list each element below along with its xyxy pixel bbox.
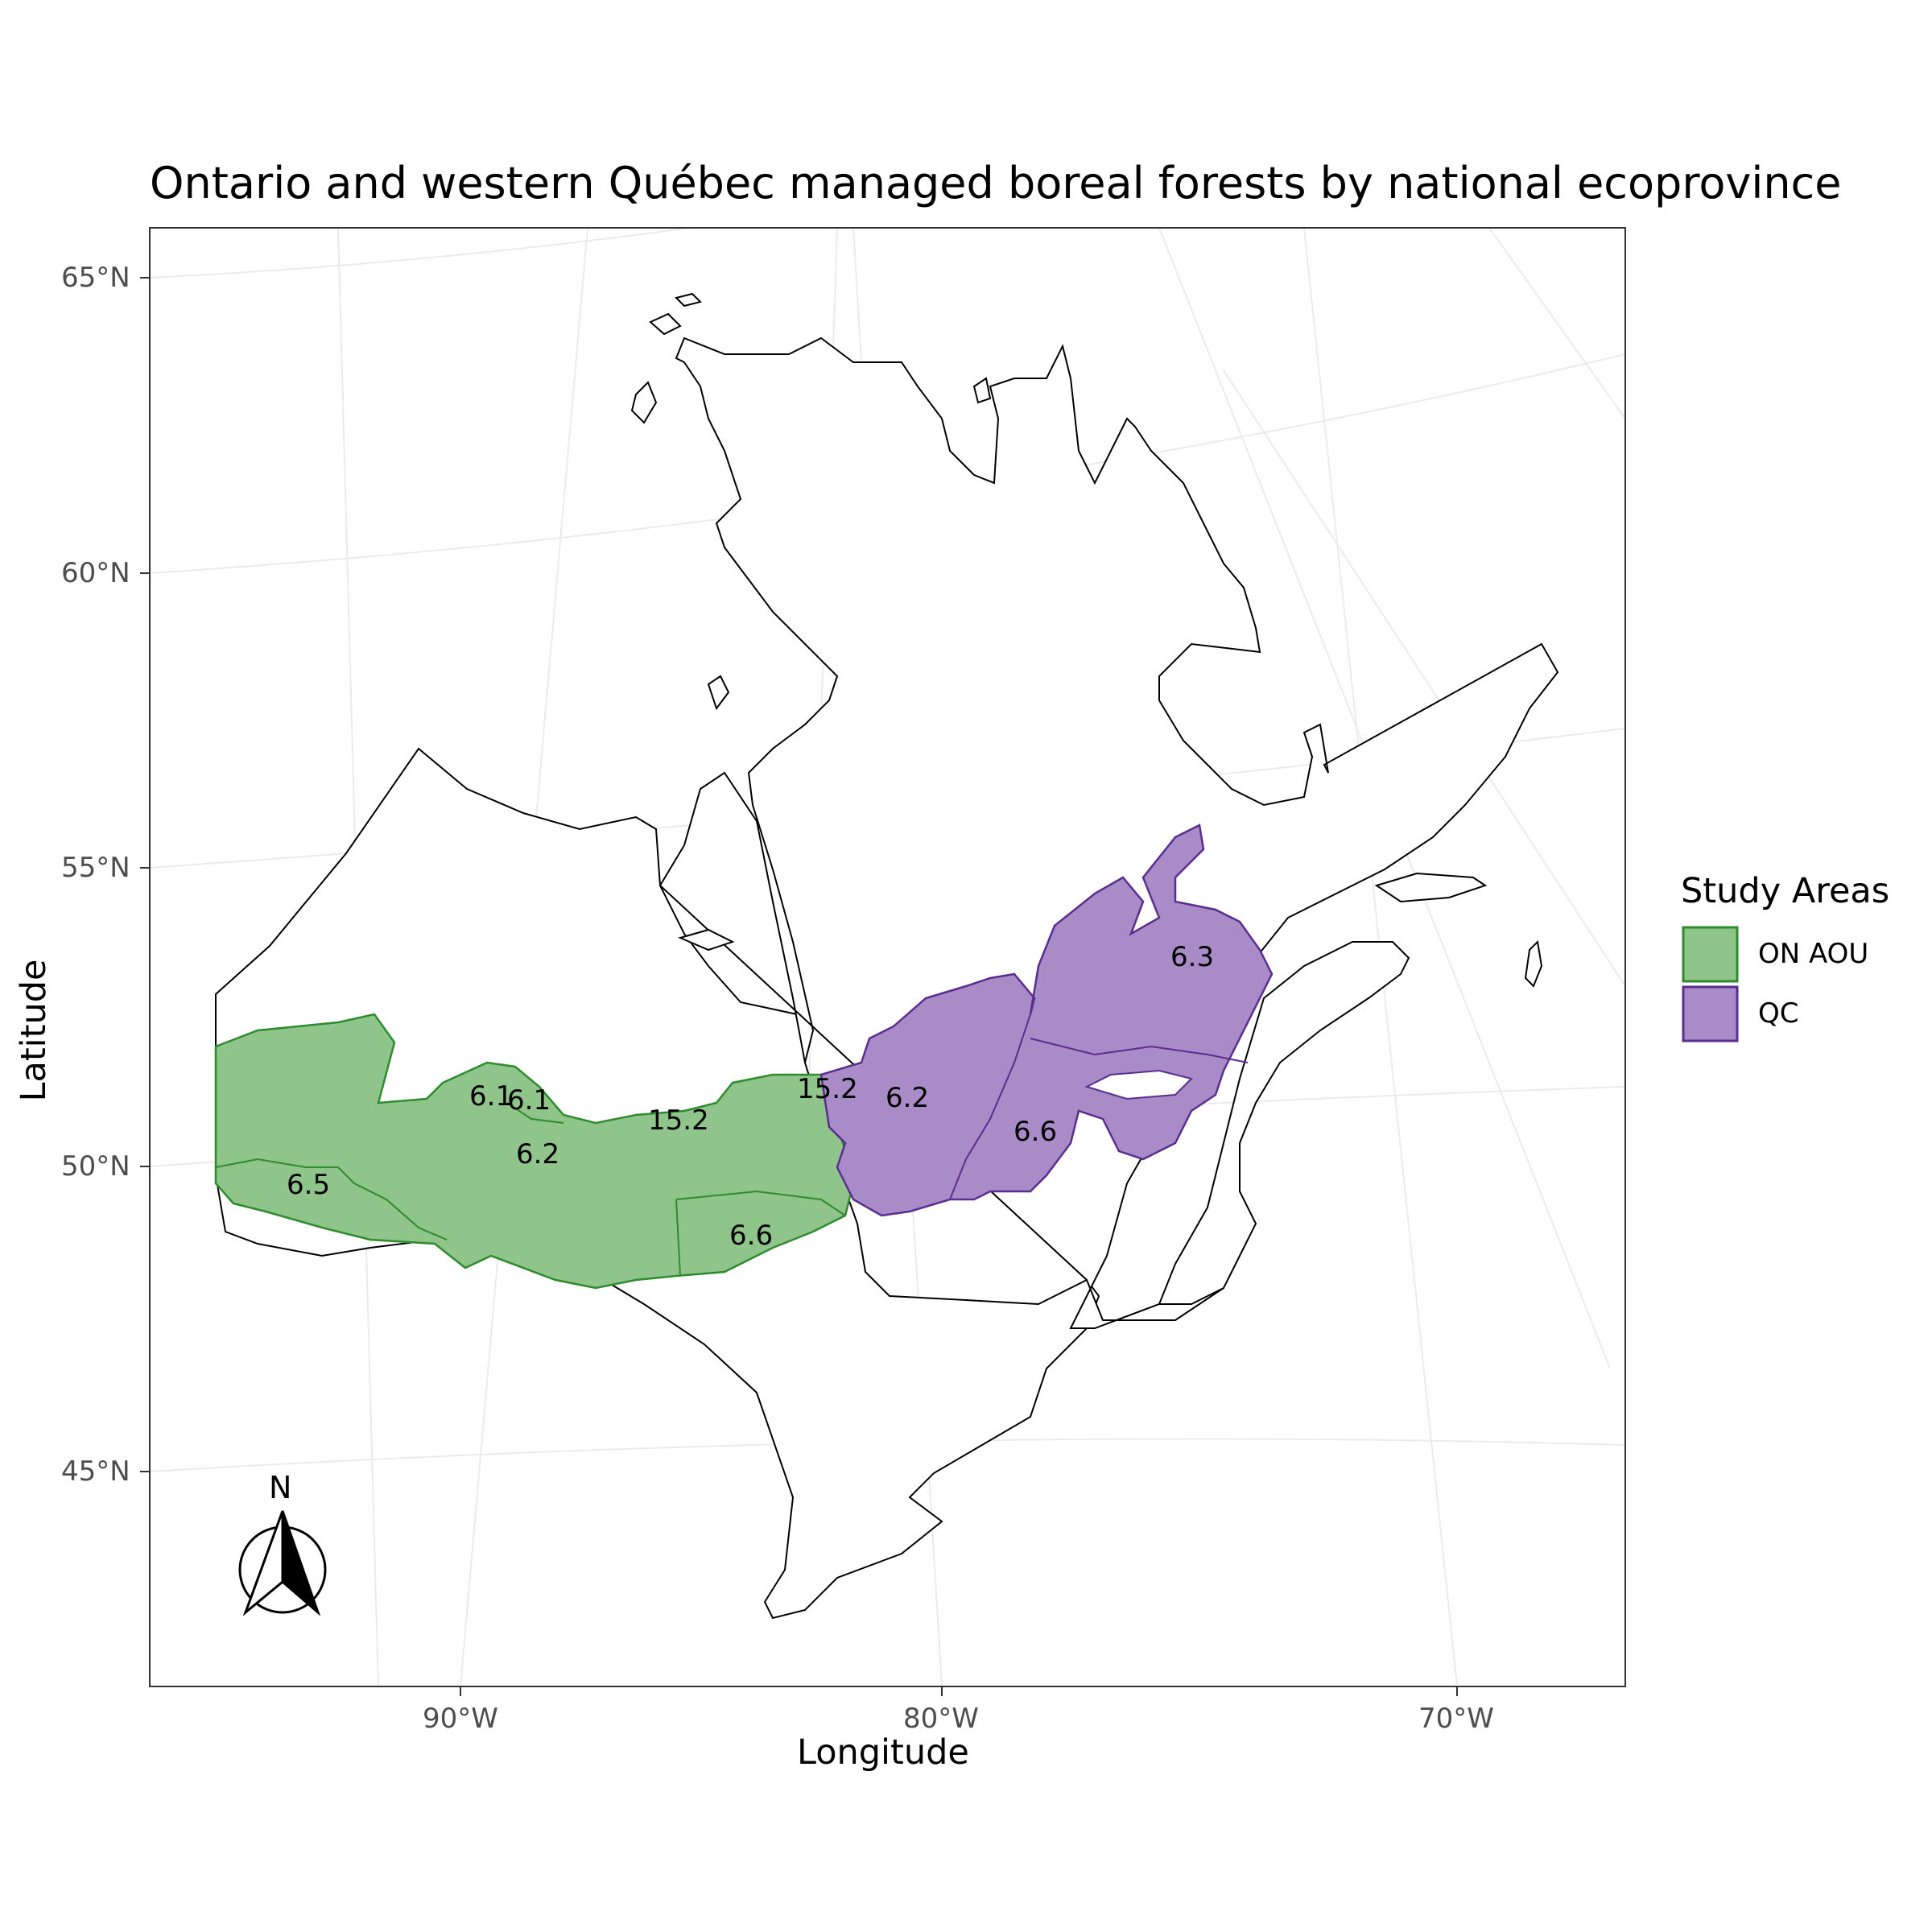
anticosti-island <box>1374 872 1488 903</box>
on-boundary-b <box>506 1102 564 1124</box>
x-axis-title: Longitude <box>797 1732 969 1773</box>
study-areas <box>214 824 1274 1290</box>
graticule-lon-70b <box>1223 369 1625 987</box>
akpatok-island <box>972 377 992 404</box>
mansel-island <box>630 381 658 424</box>
region-label: 6.3 <box>1170 941 1214 973</box>
qc-boundary-a <box>949 1013 1031 1200</box>
legend-title: Study Areas <box>1681 871 1890 911</box>
akimiski-island <box>678 928 735 952</box>
y-tick-label: 60°N <box>61 557 130 589</box>
region-labels: 6.1 6.1 6.2 6.5 15.2 6.6 15.2 6.2 6.6 6.… <box>287 941 1214 1252</box>
map-title: Ontario and western Québec managed borea… <box>150 158 1842 208</box>
legend-key-on-aou <box>1682 926 1739 983</box>
region-label: 6.6 <box>1013 1116 1057 1148</box>
region-label: 6.1 <box>469 1080 513 1113</box>
x-tick-label: 70°W <box>1418 1703 1494 1735</box>
y-tick-label: 55°N <box>61 852 130 884</box>
graticule-lon-65 <box>1488 228 1625 419</box>
axis-ticks <box>140 277 1458 1696</box>
graticule-lat-65 <box>150 228 696 279</box>
x-tick-label: 80°W <box>903 1703 979 1735</box>
x-tick-label: 90°W <box>423 1703 498 1735</box>
north-arrow-icon <box>238 1510 327 1616</box>
on-boundary-c <box>675 1190 846 1216</box>
north-arrow-label: N <box>269 1470 292 1505</box>
region-label: 6.5 <box>287 1169 330 1201</box>
nottingham-island <box>649 312 682 336</box>
y-axis-title: Latitude <box>14 959 54 1102</box>
legend-label-on-aou: ON AOU <box>1758 938 1869 970</box>
legend-key-qc <box>1682 985 1739 1042</box>
region-label: 6.2 <box>886 1082 929 1114</box>
salisbury-island <box>675 292 702 308</box>
newfoundland-tip <box>1524 939 1543 988</box>
gaspe-outline <box>1158 941 1410 1305</box>
region-label: 15.2 <box>648 1104 709 1137</box>
y-tick-label: 50°N <box>61 1150 130 1183</box>
region-label: 6.6 <box>729 1220 773 1252</box>
region-label: 6.2 <box>516 1138 559 1170</box>
on-boundary-a <box>215 1158 448 1241</box>
region-label: 15.2 <box>797 1073 858 1105</box>
belcher-islands <box>707 675 730 711</box>
on-boundary-d <box>675 1199 681 1277</box>
qc-lake-hole <box>1084 1069 1193 1100</box>
qc-boundary-b <box>1030 1038 1249 1063</box>
region-label: 6.1 <box>507 1084 551 1117</box>
y-tick-label: 65°N <box>61 262 130 294</box>
legend-label-qc: QC <box>1758 997 1799 1030</box>
study-area-qc <box>819 824 1274 1217</box>
y-tick-label: 45°N <box>61 1455 130 1488</box>
panel-border <box>149 227 1626 1687</box>
